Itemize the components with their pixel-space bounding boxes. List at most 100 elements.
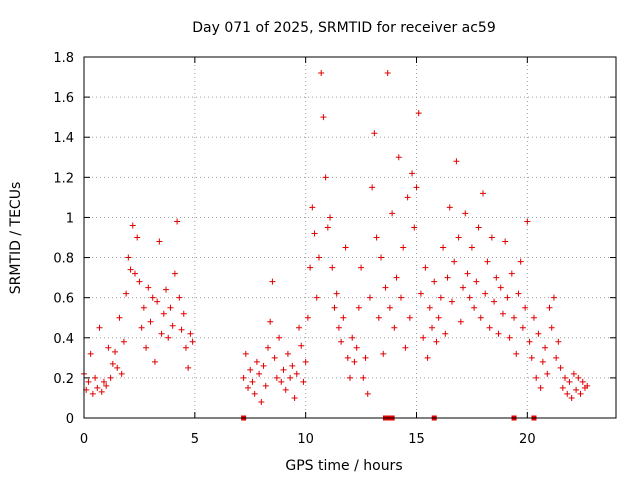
data-point: [417, 290, 424, 297]
data-point: [169, 322, 176, 329]
data-point: [413, 184, 420, 191]
data-point: [298, 342, 305, 349]
data-point: [519, 324, 526, 331]
data-point: [466, 294, 473, 301]
data-point: [375, 314, 382, 321]
data-point: [480, 190, 486, 197]
data-point: [575, 374, 582, 381]
data-point: [98, 388, 105, 395]
data-point: [333, 290, 340, 297]
data-point: [282, 386, 289, 393]
data-point: [269, 278, 276, 285]
data-point: [291, 394, 298, 401]
data-point: [284, 350, 291, 357]
y-tick-label: 0.2: [53, 372, 74, 387]
data-point: [400, 244, 407, 251]
y-tick-label: 0.6: [53, 292, 74, 307]
data-point: [506, 334, 513, 341]
data-point: [446, 204, 453, 211]
x-tick-label: 20: [519, 432, 536, 447]
data-point: [160, 310, 167, 317]
data-point: [271, 354, 278, 361]
data-point: [109, 360, 116, 367]
data-point: [562, 374, 569, 381]
data-point: [278, 378, 285, 385]
x-tick-label: 5: [191, 432, 199, 447]
data-point: [138, 324, 145, 331]
data-point: [533, 374, 540, 381]
data-point: [185, 364, 192, 371]
data-point: [573, 386, 580, 393]
data-point: [347, 374, 353, 381]
data-point: [508, 270, 515, 277]
data-point: [566, 378, 573, 385]
data-point: [429, 324, 436, 331]
data-point: [304, 314, 311, 321]
data-point: [267, 318, 274, 325]
data-point: [448, 298, 455, 305]
data-point: [475, 224, 482, 231]
data-point: [311, 230, 318, 237]
data-point: [453, 158, 460, 165]
data-point: [273, 374, 280, 381]
data-point: [488, 234, 495, 241]
x-tick-label: 0: [80, 432, 88, 447]
y-tick-label: 1.4: [53, 131, 74, 146]
data-point: [87, 350, 94, 357]
data-point: [435, 314, 442, 321]
data-point: [473, 278, 480, 285]
data-point: [103, 382, 110, 389]
data-point: [140, 304, 147, 311]
data-point: [557, 364, 564, 371]
data-point: [424, 354, 431, 361]
data-point: [457, 318, 464, 325]
data-point: [134, 234, 141, 241]
data-point: [149, 294, 156, 301]
data-point: [171, 270, 178, 277]
data-point: [247, 366, 254, 373]
data-point: [570, 370, 577, 377]
data-point: [568, 394, 575, 401]
data-point: [120, 338, 127, 345]
data-point: [344, 354, 351, 361]
data-point: [353, 344, 360, 351]
data-point: [300, 378, 307, 385]
data-point: [251, 390, 258, 397]
data-point: [240, 374, 247, 381]
data-point: [289, 362, 296, 369]
data-point: [156, 238, 163, 245]
data-point: [555, 338, 562, 345]
data-point: [112, 348, 119, 355]
data-point: [342, 244, 349, 251]
data-point: [94, 384, 101, 391]
data-point: [335, 324, 342, 331]
data-point: [89, 390, 96, 397]
data-point: [393, 274, 400, 281]
data-point: [307, 264, 314, 271]
y-tick-label: 0.4: [53, 332, 74, 347]
data-point: [373, 234, 380, 241]
data-point: [355, 304, 362, 311]
data-point: [320, 114, 327, 121]
data-point: [105, 344, 112, 351]
data-point: [517, 258, 524, 265]
data-point: [131, 270, 138, 277]
data-point: [85, 378, 92, 385]
data-point: [371, 130, 378, 137]
data-point: [253, 358, 260, 365]
data-point: [329, 264, 336, 271]
data-point: [154, 298, 161, 305]
data-point: [468, 244, 475, 251]
data-point: [264, 344, 271, 351]
data-point: [189, 338, 196, 345]
data-point: [296, 324, 303, 331]
data-point: [165, 334, 172, 341]
data-point: [389, 210, 396, 217]
data-point: [182, 344, 189, 351]
data-point: [550, 294, 557, 301]
data-point: [544, 370, 551, 377]
data-point: [433, 338, 440, 345]
data-point: [180, 310, 187, 317]
data-point: [143, 344, 150, 351]
